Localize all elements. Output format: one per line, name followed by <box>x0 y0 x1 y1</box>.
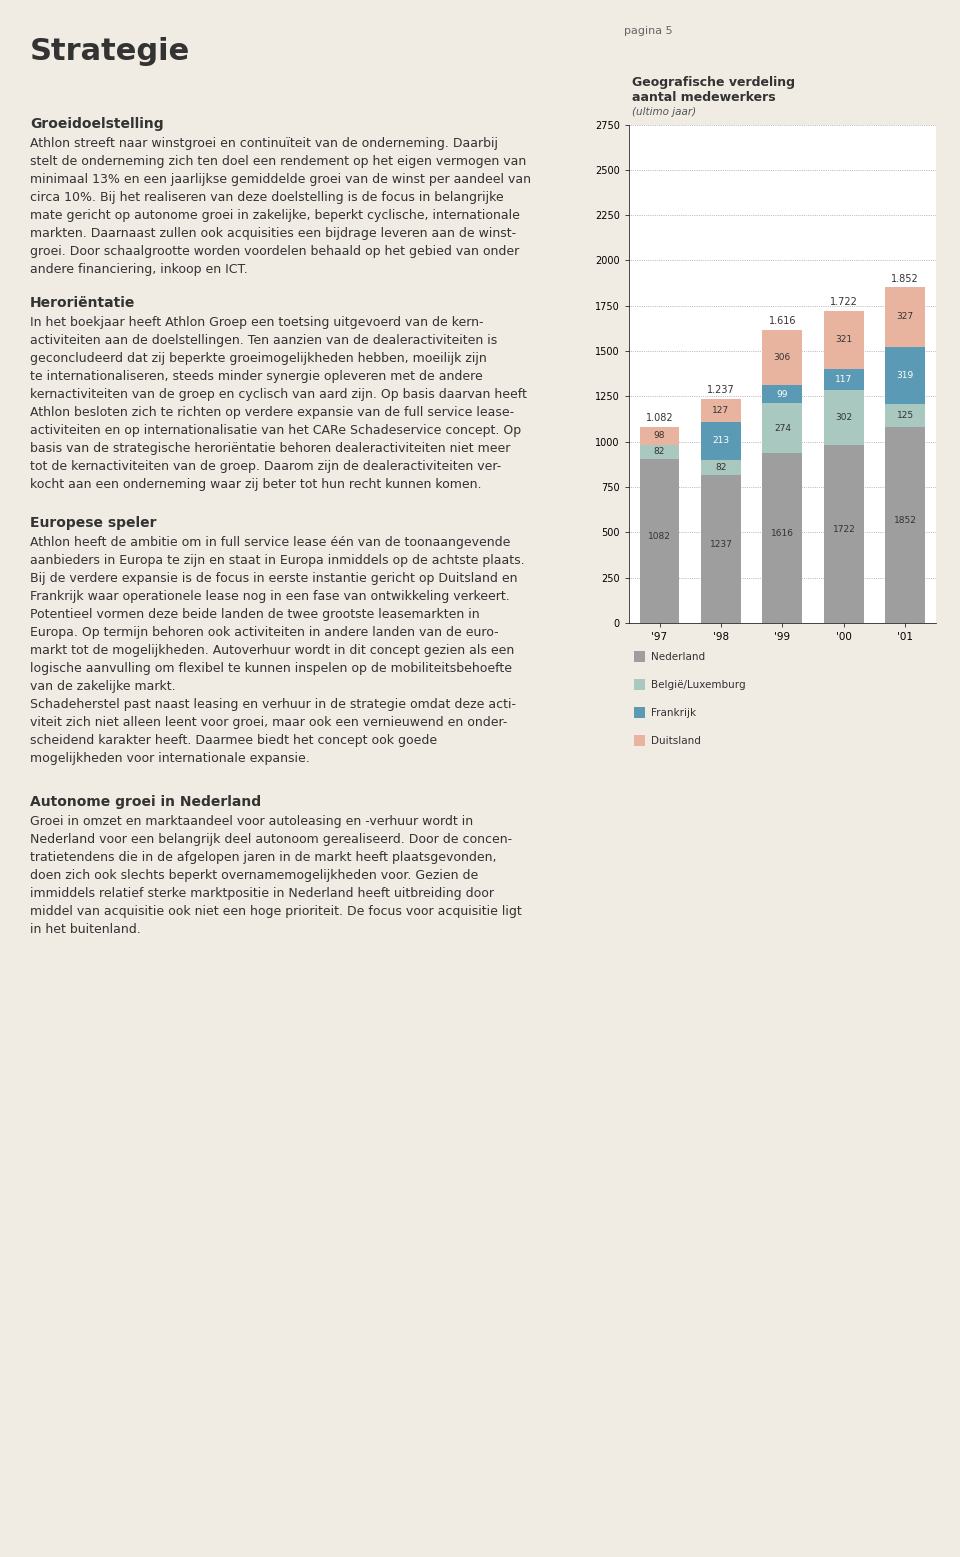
Text: Schadeherstel past naast leasing en verhuur in de strategie omdat deze acti-: Schadeherstel past naast leasing en verh… <box>30 698 516 712</box>
Text: aanbieders in Europa te zijn en staat in Europa inmiddels op de achtste plaats.: aanbieders in Europa te zijn en staat in… <box>30 554 524 567</box>
Bar <box>824 391 864 445</box>
Text: 319: 319 <box>897 371 914 380</box>
Bar <box>824 311 864 369</box>
Bar <box>762 403 803 453</box>
Text: 1.237: 1.237 <box>708 385 734 395</box>
Text: scheidend karakter heeft. Daarmee biedt het concept ook goede: scheidend karakter heeft. Daarmee biedt … <box>30 733 437 747</box>
Text: 1082: 1082 <box>648 532 671 542</box>
Text: geconcludeerd dat zij beperkte groeimogelijkheden hebben, moeilijk zijn: geconcludeerd dat zij beperkte groeimoge… <box>30 352 487 364</box>
Text: 99: 99 <box>777 389 788 399</box>
Text: immiddels relatief sterke marktpositie in Nederland heeft uitbreiding door: immiddels relatief sterke marktpositie i… <box>30 887 494 900</box>
Bar <box>885 286 925 347</box>
Text: Athlon besloten zich te richten op verdere expansie van de full service lease-: Athlon besloten zich te richten op verde… <box>30 406 515 419</box>
Bar <box>701 422 741 461</box>
Text: viteit zich niet alleen leent voor groei, maar ook een vernieuwend en onder-: viteit zich niet alleen leent voor groei… <box>30 716 508 729</box>
Text: Europa. Op termijn behoren ook activiteiten in andere landen van de euro-: Europa. Op termijn behoren ook activitei… <box>30 626 498 638</box>
Text: kocht aan een onderneming waar zij beter tot hun recht kunnen komen.: kocht aan een onderneming waar zij beter… <box>30 478 482 490</box>
Text: Strategie: Strategie <box>30 37 190 65</box>
Text: Frankrijk waar operationele lease nog in een fase van ontwikkeling verkeert.: Frankrijk waar operationele lease nog in… <box>30 590 510 603</box>
Text: te internationaliseren, steeds minder synergie opleveren met de andere: te internationaliseren, steeds minder sy… <box>30 371 483 383</box>
Text: 127: 127 <box>712 406 730 414</box>
Text: 302: 302 <box>835 413 852 422</box>
Bar <box>762 386 803 403</box>
Text: mogelijkheden voor internationale expansie.: mogelijkheden voor internationale expans… <box>30 752 310 764</box>
Bar <box>701 461 741 475</box>
Text: 306: 306 <box>774 353 791 363</box>
Text: doen zich ook slechts beperkt overnamemogelijkheden voor. Gezien de: doen zich ook slechts beperkt overnamemo… <box>30 869 478 881</box>
Bar <box>701 399 741 422</box>
Bar <box>885 427 925 623</box>
Text: 1237: 1237 <box>709 540 732 550</box>
Bar <box>701 475 741 623</box>
Text: 1.722: 1.722 <box>829 297 858 307</box>
Text: minimaal 13% en een jaarlijkse gemiddelde groei van de winst per aandeel van: minimaal 13% en een jaarlijkse gemiddeld… <box>30 173 531 185</box>
Text: groei. Door schaalgrootte worden voordelen behaald op het gebied van onder: groei. Door schaalgrootte worden voordel… <box>30 244 519 258</box>
Text: 98: 98 <box>654 431 665 441</box>
Text: Nederland: Nederland <box>651 652 705 662</box>
Text: circa 10%. Bij het realiseren van deze doelstelling is de focus in belangrijke: circa 10%. Bij het realiseren van deze d… <box>30 192 504 204</box>
Text: (ultimo jaar): (ultimo jaar) <box>632 107 696 117</box>
Text: 82: 82 <box>715 464 727 472</box>
Text: Nederland voor een belangrijk deel autonoom gerealiseerd. Door de concen-: Nederland voor een belangrijk deel auton… <box>30 833 512 845</box>
Text: Autonome groei in Nederland: Autonome groei in Nederland <box>30 796 261 810</box>
Text: Bij de verdere expansie is de focus in eerste instantie gericht op Duitsland en: Bij de verdere expansie is de focus in e… <box>30 571 517 585</box>
Text: In het boekjaar heeft Athlon Groep een toetsing uitgevoerd van de kern-: In het boekjaar heeft Athlon Groep een t… <box>30 316 484 329</box>
Text: 274: 274 <box>774 424 791 433</box>
Text: andere financiering, inkoop en ICT.: andere financiering, inkoop en ICT. <box>30 263 248 276</box>
Bar <box>639 444 680 459</box>
Text: stelt de onderneming zich ten doel een rendement op het eigen vermogen van: stelt de onderneming zich ten doel een r… <box>30 156 526 168</box>
Text: kernactiviteiten van de groep en cyclisch van aard zijn. Op basis daarvan heeft: kernactiviteiten van de groep en cyclisc… <box>30 388 527 402</box>
Text: 1852: 1852 <box>894 515 917 525</box>
Text: Athlon heeft de ambitie om in full service lease één van de toonaangevende: Athlon heeft de ambitie om in full servi… <box>30 536 511 550</box>
Text: middel van acquisitie ook niet een hoge prioriteit. De focus voor acquisitie lig: middel van acquisitie ook niet een hoge … <box>30 905 521 919</box>
Text: 1616: 1616 <box>771 529 794 537</box>
Bar <box>824 369 864 391</box>
Text: basis van de strategische heroriëntatie behoren dealeractiviteiten niet meer: basis van de strategische heroriëntatie … <box>30 442 511 455</box>
Text: België/Luxemburg: België/Luxemburg <box>651 680 746 690</box>
Bar <box>762 330 803 386</box>
Bar <box>762 453 803 623</box>
Text: Athlon streeft naar winstgroei en continuïteit van de onderneming. Daarbij: Athlon streeft naar winstgroei en contin… <box>30 137 498 149</box>
Text: Europese speler: Europese speler <box>30 515 156 529</box>
Bar <box>885 347 925 405</box>
Text: 1.616: 1.616 <box>769 316 796 327</box>
Text: 327: 327 <box>897 313 914 321</box>
Bar <box>639 459 680 623</box>
Text: tratietendens die in de afgelopen jaren in de markt heeft plaatsgevonden,: tratietendens die in de afgelopen jaren … <box>30 852 496 864</box>
Text: Duitsland: Duitsland <box>651 736 701 746</box>
Text: Potentieel vormen deze beide landen de twee grootste leasemarkten in: Potentieel vormen deze beide landen de t… <box>30 607 480 621</box>
Text: 125: 125 <box>897 411 914 420</box>
Text: markten. Daarnaast zullen ook acquisities een bijdrage leveren aan de winst-: markten. Daarnaast zullen ook acquisitie… <box>30 227 516 240</box>
Text: in het buitenland.: in het buitenland. <box>30 923 141 936</box>
Text: Groeidoelstelling: Groeidoelstelling <box>30 117 163 131</box>
Text: logische aanvulling om flexibel te kunnen inspelen op de mobiliteitsbehoefte: logische aanvulling om flexibel te kunne… <box>30 662 512 676</box>
Text: activiteiten aan de doelstellingen. Ten aanzien van de dealeractiviteiten is: activiteiten aan de doelstellingen. Ten … <box>30 335 497 347</box>
Bar <box>824 445 864 623</box>
Text: aantal medewerkers: aantal medewerkers <box>632 92 776 104</box>
Text: Geografische verdeling: Geografische verdeling <box>632 76 795 89</box>
Text: 117: 117 <box>835 375 852 385</box>
Text: tot de kernactiviteiten van de groep. Daarom zijn de dealeractiviteiten ver-: tot de kernactiviteiten van de groep. Da… <box>30 459 501 473</box>
Text: 213: 213 <box>712 436 730 445</box>
Text: 1.082: 1.082 <box>646 413 673 424</box>
Text: Heroriëntatie: Heroriëntatie <box>30 296 135 310</box>
Text: 82: 82 <box>654 447 665 456</box>
Bar <box>885 405 925 427</box>
Text: Groei in omzet en marktaandeel voor autoleasing en -verhuur wordt in: Groei in omzet en marktaandeel voor auto… <box>30 814 473 828</box>
Text: activiteiten en op internationalisatie van het CARe Schadeservice concept. Op: activiteiten en op internationalisatie v… <box>30 424 521 438</box>
Text: van de zakelijke markt.: van de zakelijke markt. <box>30 680 176 693</box>
Text: Frankrijk: Frankrijk <box>651 708 696 718</box>
Bar <box>639 427 680 444</box>
Text: 321: 321 <box>835 335 852 344</box>
Text: 1722: 1722 <box>832 525 855 534</box>
Text: 1.852: 1.852 <box>892 274 919 283</box>
Text: pagina 5: pagina 5 <box>624 26 673 36</box>
Text: markt tot de mogelijkheden. Autoverhuur wordt in dit concept gezien als een: markt tot de mogelijkheden. Autoverhuur … <box>30 645 515 657</box>
Text: mate gericht op autonome groei in zakelijke, beperkt cyclische, internationale: mate gericht op autonome groei in zakeli… <box>30 209 520 223</box>
